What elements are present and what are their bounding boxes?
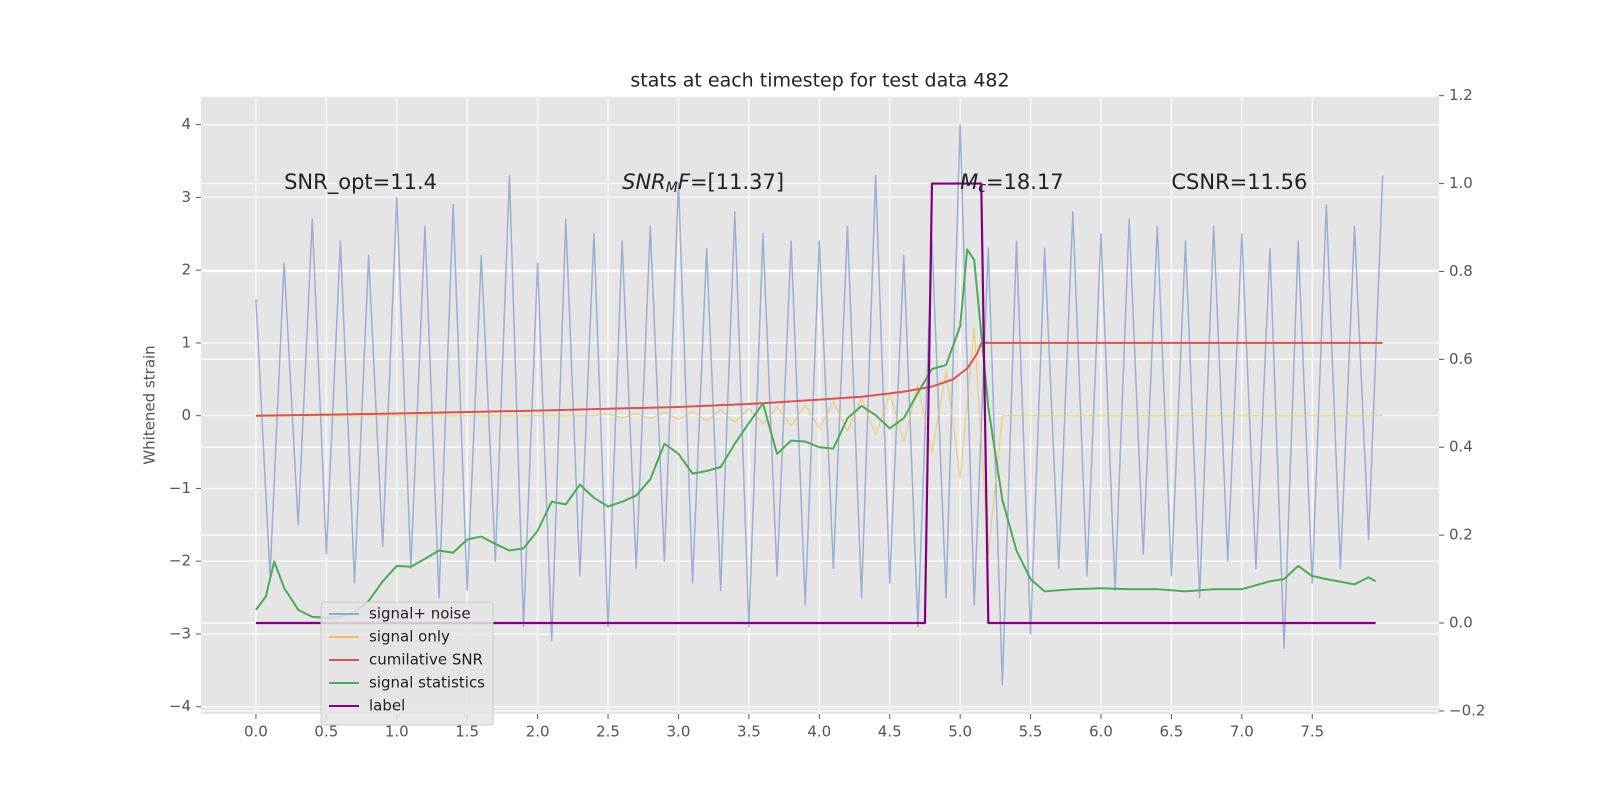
annotation-part: F — [678, 170, 691, 194]
x-tick-label: 3.0 — [667, 723, 691, 741]
annotation-part: c — [978, 180, 986, 196]
x-tick-label: 7.5 — [1300, 723, 1324, 741]
y-tick-label: −3 — [169, 624, 191, 642]
annotation-part: SNR — [622, 170, 666, 194]
legend-label: signal statistics — [369, 674, 485, 692]
y-tick-label: 4 — [181, 115, 191, 133]
y2-tick-label: 0.2 — [1449, 526, 1473, 544]
x-tick-label: 6.5 — [1159, 723, 1183, 741]
x-tick-label: 7.0 — [1230, 723, 1254, 741]
x-tick-label: 3.5 — [737, 723, 761, 741]
annotation: SNR_opt=11.4 — [284, 170, 437, 195]
x-tick-label: 2.0 — [526, 723, 550, 741]
y-tick-label: −4 — [169, 697, 191, 715]
y2-tick-label: −0.2 — [1449, 701, 1485, 719]
series-line — [255, 182, 1376, 625]
x-tick-label: 6.0 — [1089, 723, 1113, 741]
y-tick-label: −1 — [169, 479, 191, 497]
y-axis-label: Whitened strain — [141, 345, 159, 464]
legend-label: cumilative SNR — [369, 651, 483, 669]
y2-tick-label: 0.4 — [1449, 438, 1473, 456]
series-line — [255, 327, 1383, 555]
legend-label: signal+ noise — [369, 605, 471, 623]
y-tick-label: −2 — [169, 552, 191, 570]
legend-box — [320, 601, 494, 726]
annotation-part: =[11.37] — [690, 170, 784, 194]
series-line — [255, 123, 1384, 686]
legend-label: label — [369, 697, 405, 715]
y-tick-label: 2 — [181, 261, 191, 279]
y-tick-label: 1 — [181, 333, 191, 351]
legend-label: signal only — [369, 628, 450, 646]
annotation-part: M — [666, 180, 678, 196]
annotation: Mc=18.17 — [960, 170, 1064, 196]
annotation-part: SNR_opt=11.4 — [284, 170, 437, 195]
x-tick-label: 0.0 — [244, 723, 268, 741]
annotation: CSNR=11.56 — [1171, 170, 1307, 194]
annotation-part: M — [960, 170, 978, 194]
y2-tick-label: 1.0 — [1449, 174, 1473, 192]
x-tick-label: 0.5 — [314, 723, 338, 741]
y-tick-label: 0 — [181, 406, 191, 424]
x-tick-label: 2.5 — [596, 723, 620, 741]
x-tick-label: 1.5 — [455, 723, 479, 741]
y-tick-label: 3 — [181, 188, 191, 206]
x-tick-label: 1.0 — [385, 723, 409, 741]
x-tick-label: 5.0 — [948, 723, 972, 741]
x-tick-label: 4.5 — [878, 723, 902, 741]
y2-tick-label: 0.0 — [1449, 614, 1473, 632]
x-tick-label: 5.5 — [1019, 723, 1043, 741]
series-line — [255, 341, 1383, 417]
annotation-part: CSNR=11.56 — [1171, 170, 1307, 194]
y2-tick-label: 1.2 — [1449, 86, 1473, 104]
series-line — [255, 248, 1377, 619]
y2-tick-label: 0.8 — [1449, 262, 1473, 280]
annotation: SNRMF=[11.37] — [622, 170, 784, 196]
annotation-part: =18.17 — [986, 170, 1064, 194]
chart-title: stats at each timestep for test data 482 — [630, 70, 1009, 92]
y2-tick-label: 0.6 — [1449, 350, 1473, 368]
x-tick-label: 4.0 — [807, 723, 831, 741]
